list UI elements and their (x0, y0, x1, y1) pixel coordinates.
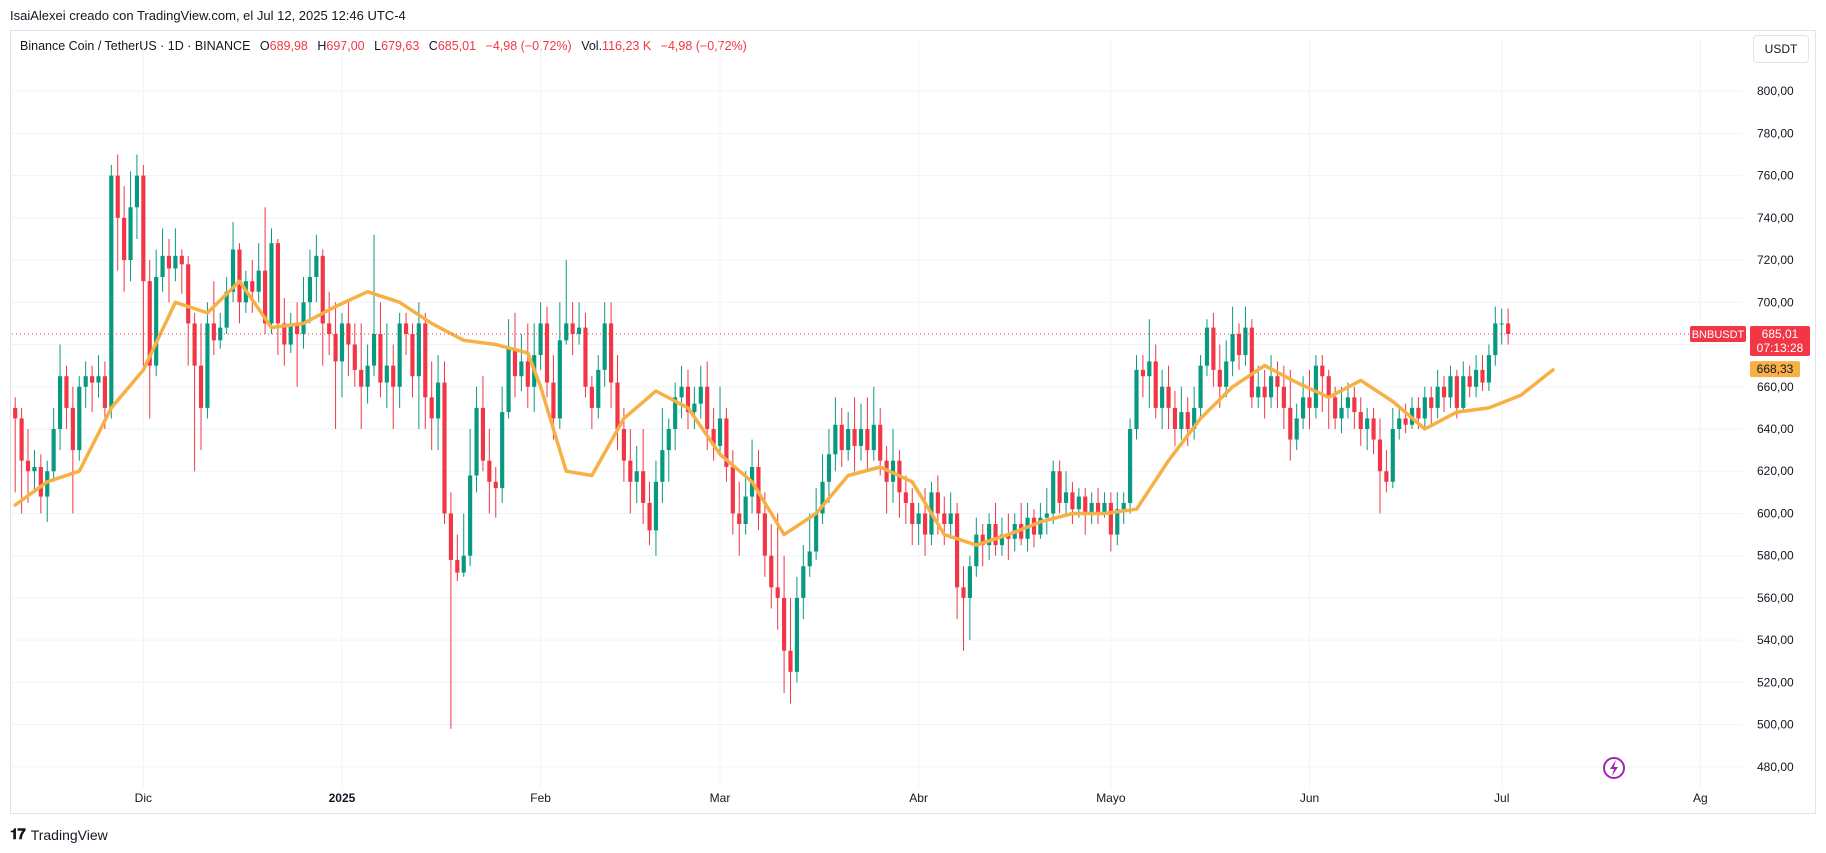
chart-caption: IsaiAlexei creado con TradingView.com, e… (10, 8, 406, 23)
close-value: 685,01 (437, 39, 477, 53)
symbol-label: Binance Coin / TetherUS · 1D · BINANCE (20, 39, 251, 53)
close-label: C (428, 39, 438, 53)
volume-label: Vol. (581, 39, 603, 53)
price-change: −4,98 (−0,72%) (485, 39, 572, 53)
high-value: 697,00 (326, 39, 365, 53)
brand-name: TradingView (30, 826, 108, 843)
high-label: H (317, 39, 327, 53)
chart-frame (10, 30, 1816, 814)
chart-legend: Binance Coin / TetherUS · 1D · BINANCE O… (20, 39, 747, 53)
open-label: O (259, 39, 270, 53)
low-label: L (374, 39, 382, 53)
low-value: 679,63 (381, 39, 420, 53)
tradingview-logo[interactable]: 𝟏𝟕 TradingView (10, 826, 108, 843)
tradingview-mark-icon: 𝟏𝟕 (10, 826, 26, 843)
volume-value: 116,23 K (602, 39, 652, 53)
open-value: 689,98 (269, 39, 308, 53)
volume-change: −4,98 (−0,72%) (660, 39, 747, 53)
currency-unit-button[interactable]: USDT (1753, 35, 1809, 63)
